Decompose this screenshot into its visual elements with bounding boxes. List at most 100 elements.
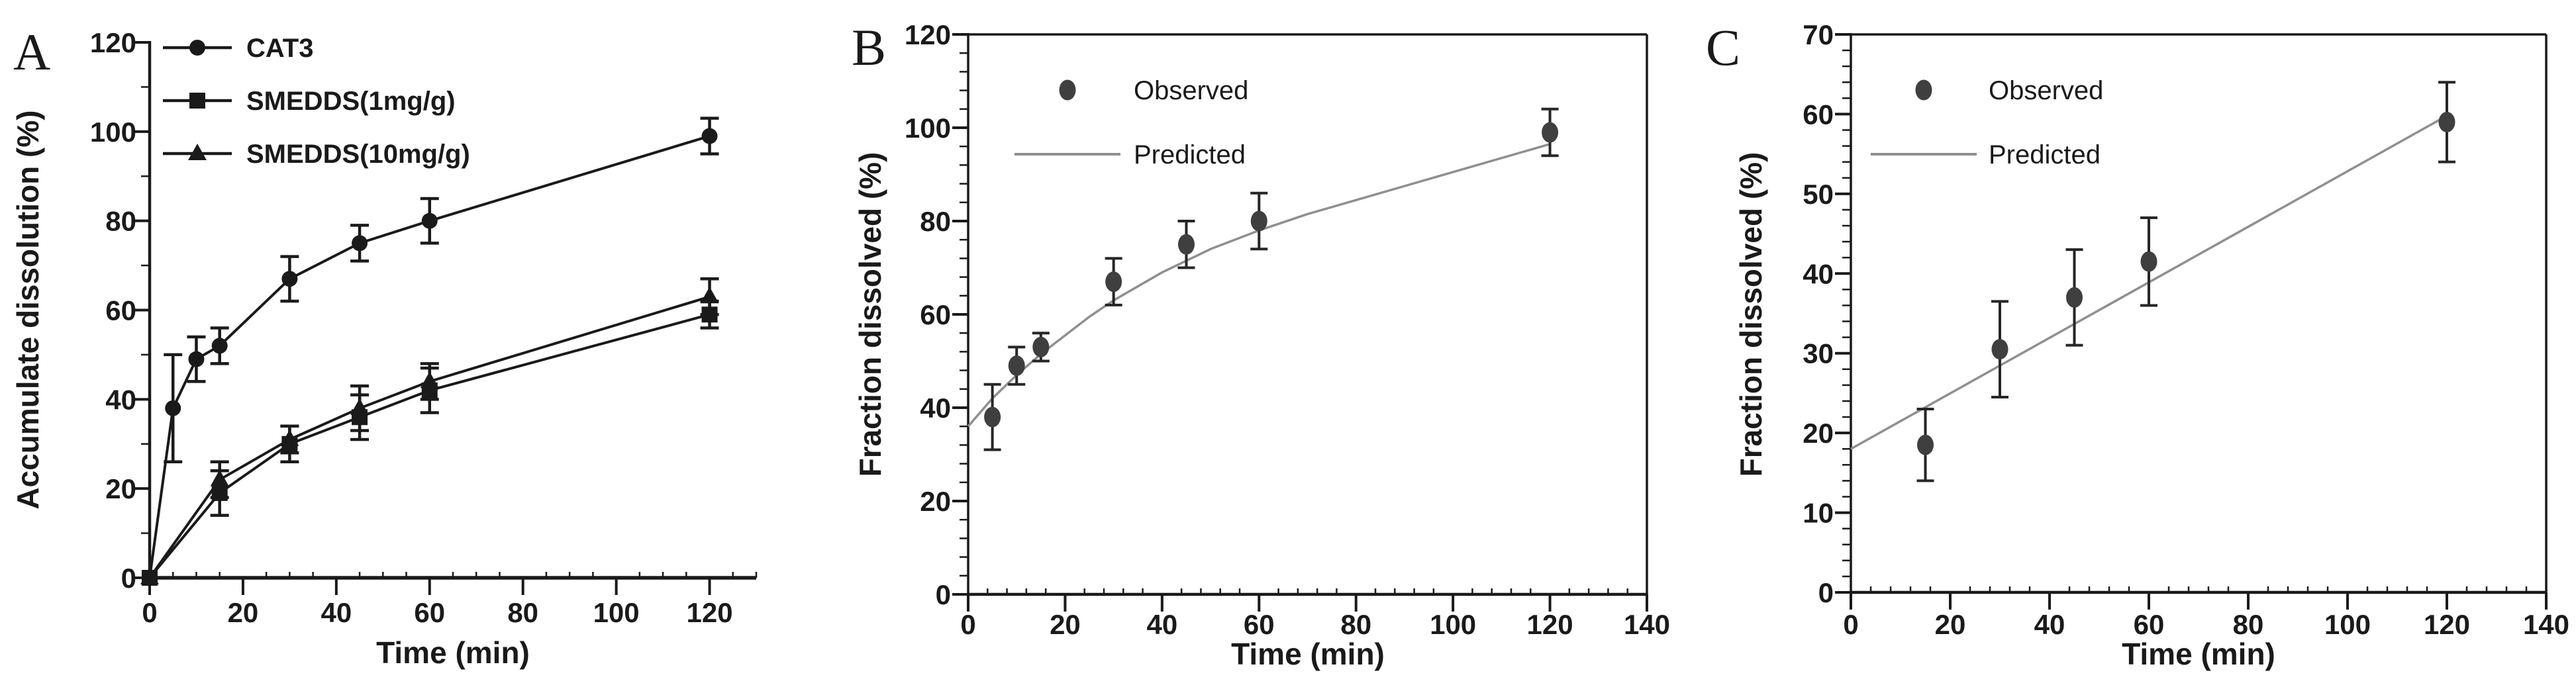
y-tick-label: 70 — [1803, 19, 1834, 50]
y-tick-label: 100 — [905, 113, 951, 144]
y-tick-label: 20 — [105, 473, 136, 504]
x-tick-label: 60 — [1244, 609, 1275, 640]
x-tick-label: 20 — [1050, 609, 1081, 640]
legend-label: Predicted — [1989, 140, 2101, 169]
x-tick-label: 100 — [2324, 609, 2371, 640]
series-group — [140, 116, 719, 586]
axis-ticks: 0 20 40 60 80 100 120 0 20 40 60 80 100 120 — [90, 27, 758, 628]
y-tick-label: 60 — [1803, 99, 1834, 130]
data-point-marker — [1915, 79, 1932, 101]
y-tick-label: 120 — [905, 19, 951, 50]
y-tick-label: 60 — [920, 299, 951, 330]
x-axis-title: Time (min) — [1231, 637, 1385, 671]
data-point-marker — [188, 144, 207, 160]
data-point-marker — [420, 371, 439, 389]
y-tick-label: 100 — [90, 116, 136, 148]
data-point-marker — [984, 406, 1001, 428]
axis-ticks: 0 20 40 60 80 100 120 140 0 10 20 30 40 50 60 70 — [1803, 19, 2569, 640]
x-tick-label: 100 — [593, 597, 640, 628]
y-axis-title: Fraction dissolved (%) — [853, 152, 887, 477]
data-point-marker — [352, 235, 368, 252]
data-point-marker — [1542, 122, 1559, 143]
x-tick-label: 40 — [2034, 609, 2065, 640]
y-tick-label: 0 — [936, 579, 951, 610]
x-tick-label: 40 — [1146, 609, 1177, 640]
series-line — [148, 313, 711, 579]
y-tick-label: 120 — [90, 27, 136, 58]
y-tick-label: 50 — [1803, 179, 1834, 210]
data-point-marker — [188, 351, 205, 367]
series-observed — [1916, 81, 2455, 482]
legend-label: SMEDDS(1mg/g) — [246, 87, 456, 116]
legend-label: Observed — [1989, 76, 2103, 105]
data-point-marker — [2438, 111, 2455, 132]
series-line — [967, 142, 1551, 428]
legend: Observed Predicted — [1871, 76, 2103, 169]
x-axis-title: Time (min) — [2122, 637, 2275, 671]
x-tick-label: 140 — [1624, 609, 1670, 640]
y-tick-label: 40 — [1803, 258, 1834, 289]
data-point-marker — [2140, 251, 2157, 272]
data-point-marker — [1177, 234, 1195, 255]
series-smedds-10mg-g- — [140, 277, 719, 584]
data-point-marker — [1991, 339, 2008, 360]
y-tick-label: 0 — [1818, 577, 1834, 608]
y-tick-label: 0 — [121, 563, 136, 594]
x-axis-title: Time (min) — [376, 635, 530, 670]
series-observed — [983, 107, 1559, 451]
series-group — [1850, 81, 2455, 482]
data-point-marker — [210, 469, 229, 486]
data-point-marker — [1032, 336, 1050, 357]
legend-label: Observed — [1134, 76, 1248, 105]
panel-c-chart: 0 20 40 60 80 100 120 140 0 10 20 30 40 50 60 70 Time (m… — [1706, 19, 2569, 671]
y-axis-title: Fraction dissolved (%) — [1734, 152, 1768, 477]
data-point-marker — [700, 287, 719, 304]
x-tick-label: 40 — [321, 597, 352, 628]
x-tick-label: 120 — [686, 597, 732, 628]
x-tick-label: 80 — [507, 597, 538, 628]
x-tick-label: 20 — [228, 597, 259, 628]
data-point-marker — [701, 128, 718, 144]
legend-label: Predicted — [1134, 140, 1246, 169]
data-point-marker — [1008, 355, 1025, 377]
data-point-marker — [1059, 79, 1076, 101]
panel-letter: A — [13, 23, 50, 81]
series-predicted — [967, 142, 1551, 428]
y-tick-label: 10 — [1803, 498, 1834, 529]
data-point-marker — [1917, 434, 1934, 455]
data-point-marker — [189, 40, 205, 56]
y-tick-label: 20 — [1803, 418, 1834, 449]
y-tick-label: 30 — [1803, 338, 1834, 369]
axes-frame — [967, 33, 1648, 596]
data-point-marker — [189, 93, 205, 109]
data-point-marker — [1250, 210, 1267, 232]
y-tick-label: 80 — [105, 206, 136, 237]
series-smedds-1mg-g- — [142, 299, 719, 586]
x-tick-label: 20 — [1935, 609, 1966, 640]
data-point-marker — [140, 568, 159, 584]
x-tick-label: 120 — [2424, 609, 2470, 640]
panel-letter: C — [1706, 19, 1740, 76]
y-tick-label: 80 — [920, 206, 951, 237]
legend: Observed Predicted — [1015, 76, 1248, 169]
axis-ticks: 0 20 40 60 80 100 120 140 0 20 40 60 80 100 120 — [905, 19, 1670, 640]
series-line — [148, 134, 711, 578]
data-point-marker — [2066, 287, 2083, 308]
x-tick-label: 80 — [1340, 609, 1371, 640]
x-tick-label: 60 — [2134, 609, 2165, 640]
axes-frame — [1850, 33, 2548, 594]
data-point-marker — [350, 398, 370, 415]
data-point-marker — [280, 430, 299, 447]
data-point-marker — [211, 338, 228, 354]
x-tick-label: 120 — [1527, 609, 1573, 640]
legend-label: CAT3 — [246, 34, 313, 63]
panel-letter: B — [852, 19, 886, 76]
series-line — [148, 295, 711, 579]
x-tick-label: 0 — [1843, 609, 1858, 640]
y-tick-label: 60 — [105, 295, 136, 326]
x-tick-label: 60 — [414, 597, 445, 628]
y-tick-label: 20 — [920, 486, 951, 517]
x-tick-label: 140 — [2523, 609, 2569, 640]
